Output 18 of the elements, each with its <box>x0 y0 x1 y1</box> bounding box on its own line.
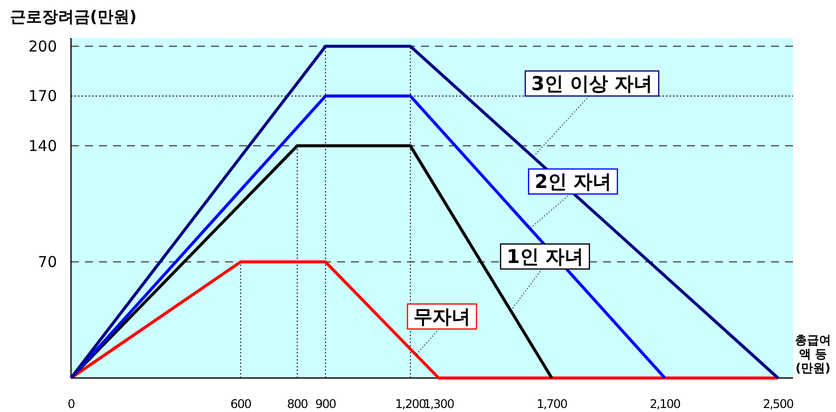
y-tick-label: 170 <box>28 87 57 106</box>
x-axis-title: 총급여액 등 (만원) <box>794 333 832 375</box>
y-tick-label: 140 <box>28 136 57 155</box>
x-tick-label: 0 <box>68 397 75 411</box>
x-tick-label: 2,500 <box>762 397 794 411</box>
y-tick-label: 200 <box>28 37 57 56</box>
x-tick-label: 600 <box>230 397 252 411</box>
y-axis-title: 근로장려금(만원) <box>10 7 137 26</box>
x-tick-label: 1,200 <box>395 397 426 411</box>
legend-label: 1인 자녀 <box>506 246 584 268</box>
x-tick-label: 1,300 <box>423 397 454 411</box>
x-tick-label: 800 <box>286 397 308 411</box>
series-label: 무자녀 <box>414 306 470 328</box>
series-label: 2인 자녀 <box>534 171 612 193</box>
y-tick-label: 70 <box>38 252 57 271</box>
x-tick-label: 2,100 <box>650 397 680 411</box>
x-tick-label: 1,700 <box>536 397 568 411</box>
x-tick-label: 900 <box>315 397 336 411</box>
